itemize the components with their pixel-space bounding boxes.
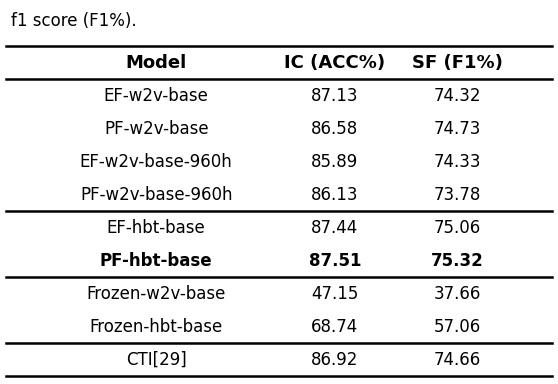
Text: Frozen-w2v-base: Frozen-w2v-base — [86, 285, 226, 303]
Text: EF-w2v-base-960h: EF-w2v-base-960h — [80, 153, 233, 170]
Text: 74.33: 74.33 — [434, 153, 482, 170]
Text: IC (ACC%): IC (ACC%) — [284, 54, 386, 71]
Text: 57.06: 57.06 — [434, 318, 481, 336]
Text: 87.44: 87.44 — [311, 219, 358, 237]
Text: 85.89: 85.89 — [311, 153, 358, 170]
Text: PF-hbt-base: PF-hbt-base — [100, 252, 213, 270]
Text: PF-w2v-base-960h: PF-w2v-base-960h — [80, 186, 233, 204]
Text: EF-w2v-base: EF-w2v-base — [104, 87, 209, 104]
Text: f1 score (F1%).: f1 score (F1%). — [11, 12, 137, 30]
Text: 68.74: 68.74 — [311, 318, 358, 336]
Text: Model: Model — [126, 54, 187, 71]
Text: 86.92: 86.92 — [311, 351, 358, 369]
Text: CTI[29]: CTI[29] — [126, 351, 186, 369]
Text: 87.51: 87.51 — [309, 252, 361, 270]
Text: 37.66: 37.66 — [434, 285, 481, 303]
Text: EF-hbt-base: EF-hbt-base — [107, 219, 205, 237]
Text: 75.06: 75.06 — [434, 219, 481, 237]
Text: 73.78: 73.78 — [434, 186, 481, 204]
Text: 87.13: 87.13 — [311, 87, 359, 104]
Text: 86.58: 86.58 — [311, 120, 358, 137]
Text: Frozen-hbt-base: Frozen-hbt-base — [90, 318, 223, 336]
Text: 74.32: 74.32 — [434, 87, 482, 104]
Text: 75.32: 75.32 — [431, 252, 484, 270]
Text: 47.15: 47.15 — [311, 285, 358, 303]
Text: 74.66: 74.66 — [434, 351, 481, 369]
Text: 86.13: 86.13 — [311, 186, 359, 204]
Text: 74.73: 74.73 — [434, 120, 481, 137]
Text: SF (F1%): SF (F1%) — [412, 54, 503, 71]
Text: PF-w2v-base: PF-w2v-base — [104, 120, 209, 137]
